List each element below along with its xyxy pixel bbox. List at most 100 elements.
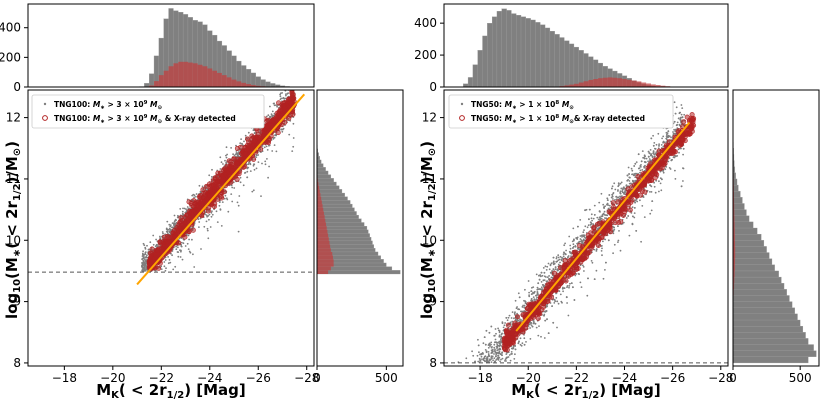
all-galaxy-point [666,133,668,136]
all-galaxy-point [540,335,542,338]
top-hist-bar-xray [207,68,213,87]
xray-detected-point [275,130,281,136]
all-galaxy-point [673,101,676,104]
top-hist-y-tick-label: 0 [429,80,437,94]
xray-detected-point [176,240,182,246]
side-hist-bar-xray [317,255,333,260]
all-galaxy-point [247,131,250,134]
all-galaxy-point [230,193,233,196]
top-hist-bar-xray [149,85,155,87]
side-hist-bar-xray [317,200,322,205]
all-galaxy-point [189,251,192,254]
xray-detected-point [242,151,248,157]
xray-detected-point [250,145,256,151]
xray-detected-point [219,195,225,201]
all-galaxy-point [574,274,577,277]
top-hist-bar-xray [173,63,179,87]
all-galaxy-point [216,221,219,224]
top-hist-bar-xray [573,83,579,87]
all-galaxy-point [639,199,641,202]
all-galaxy-point [622,221,625,224]
all-galaxy-point [180,250,182,253]
all-galaxy-point [225,146,228,149]
all-galaxy-point [205,220,208,223]
all-galaxy-point [165,267,167,270]
all-galaxy-point [232,153,235,156]
all-galaxy-point [267,176,269,179]
y-tick-label: 12 [6,111,21,125]
all-galaxy-point [219,168,222,170]
all-galaxy-point [141,266,144,269]
all-galaxy-point [545,276,547,278]
all-galaxy-point [234,153,237,156]
side-hist-bar-xray [317,229,328,234]
xray-detected-point [198,200,204,206]
side-hist-bar-xray [317,189,320,194]
all-galaxy-point [239,142,242,145]
all-galaxy-point [265,145,268,148]
x-tick-label: −24 [197,371,222,385]
all-galaxy-point [205,214,208,217]
y-tick-label: 10 [6,233,21,247]
side-hist-bar-xray [317,248,331,252]
all-galaxy-point [614,188,617,191]
all-galaxy-point [543,310,546,313]
all-galaxy-point [231,200,234,203]
all-galaxy-point [180,245,183,248]
legend-marker-all [43,102,47,106]
all-galaxy-point [211,213,214,216]
all-galaxy-point [142,260,145,263]
side-hist-bar-all [316,159,322,164]
all-galaxy-point [220,225,223,227]
all-galaxy-point [493,334,496,337]
all-galaxy-point [198,221,201,223]
top-hist-bar-xray [622,79,627,87]
all-galaxy-point [477,338,479,341]
top-hist-bar-xray [168,66,174,87]
top-hist-bar-xray [187,62,193,87]
all-galaxy-point [237,204,240,207]
all-galaxy-point [519,337,522,340]
all-galaxy-point [265,115,268,118]
all-galaxy-point [649,191,651,193]
all-galaxy-point [572,227,575,230]
top-hist-bar-xray [250,85,256,87]
all-galaxy-point [565,249,567,252]
xray-detected-point [149,246,155,252]
all-galaxy-point [519,343,522,346]
all-galaxy-point [246,170,249,173]
all-galaxy-point [185,208,187,211]
xray-detected-point [200,187,206,193]
all-galaxy-point [163,261,166,263]
all-galaxy-point [144,265,146,268]
all-galaxy-point [543,337,546,339]
all-galaxy-point [608,204,611,207]
top-hist-bar-all [535,22,541,88]
top-hist-bar-all [260,79,266,88]
all-galaxy-point [162,232,164,235]
all-galaxy-point [198,184,201,187]
all-galaxy-point [273,144,276,147]
xray-detected-point [190,213,196,219]
all-galaxy-point [501,322,504,325]
side-hist-bar-xray [317,182,319,186]
side-hist-bar-xray [317,237,329,241]
xray-detected-point [257,146,263,152]
top-hist-bar-all [255,76,261,88]
all-galaxy-point [291,150,294,153]
all-galaxy-point [275,150,278,153]
all-galaxy-point [160,265,163,268]
all-galaxy-point [164,269,167,272]
all-galaxy-point [590,213,593,216]
all-galaxy-point [253,168,256,171]
all-galaxy-point [197,218,200,221]
all-galaxy-point [169,261,172,264]
fit-line [136,93,306,286]
all-galaxy-point [612,198,614,200]
all-galaxy-point [680,104,683,106]
all-galaxy-point [572,243,575,246]
all-galaxy-point [254,131,256,134]
all-galaxy-point [143,266,145,269]
top-hist-y-tick-label: 0 [13,80,21,94]
